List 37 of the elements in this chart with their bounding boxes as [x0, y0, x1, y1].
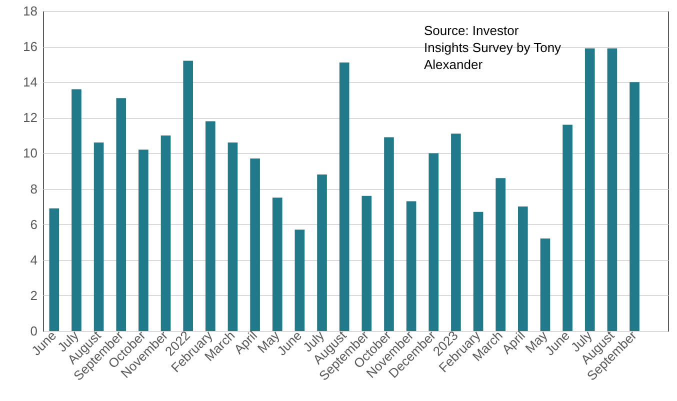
bar [496, 178, 506, 331]
bar [339, 62, 350, 331]
bar [206, 121, 216, 331]
bar [72, 89, 82, 331]
y-tick-label: 10 [23, 146, 38, 161]
y-tick-label: 6 [30, 216, 38, 232]
bar [49, 208, 60, 331]
bar [473, 212, 484, 331]
bar [317, 174, 327, 331]
bar [630, 82, 640, 331]
bar [294, 230, 305, 331]
annotation: Source: Investor Insights Survey by Tony Alexander [424, 23, 562, 72]
bar [250, 158, 260, 331]
y-tick-label: 14 [23, 74, 38, 90]
y-tick-label: 4 [30, 252, 38, 268]
bar [406, 201, 416, 331]
bar [160, 135, 171, 331]
bar [518, 206, 528, 331]
bar [451, 134, 461, 331]
bar [362, 196, 372, 331]
y-tick-label: 8 [30, 181, 38, 196]
bar [584, 48, 595, 331]
bar [272, 198, 282, 331]
bar [562, 124, 572, 331]
bar [94, 142, 104, 331]
y-tick-label: 18 [23, 4, 38, 18]
bar [183, 60, 193, 331]
bar [540, 238, 550, 331]
y-tick-label: 16 [23, 39, 38, 54]
bar [228, 142, 238, 331]
bar [384, 137, 394, 331]
bar [428, 153, 439, 331]
bar [138, 150, 148, 331]
y-tick-label: 2 [30, 288, 38, 303]
bar [607, 48, 618, 331]
bar [116, 98, 126, 331]
y-tick-label: 12 [23, 110, 38, 126]
